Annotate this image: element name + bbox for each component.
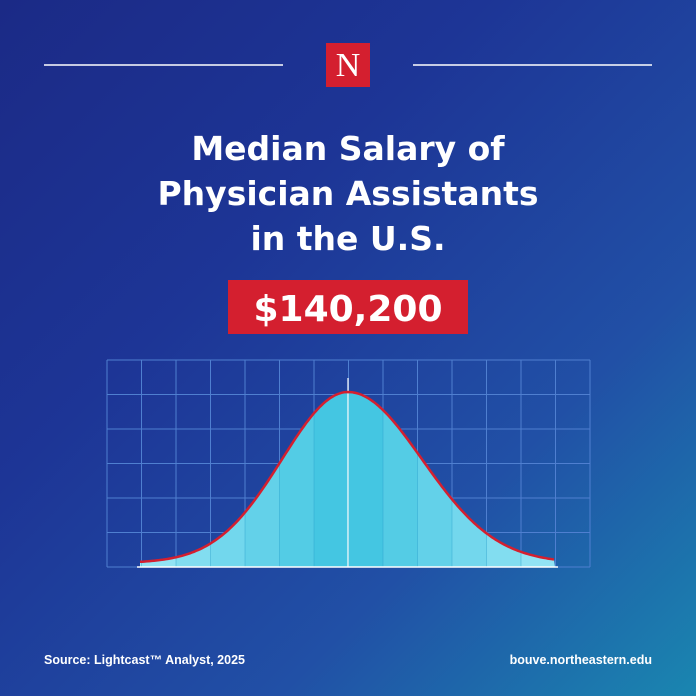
source: Source: Lightcast™ Analyst, 2025	[44, 653, 245, 667]
salary-box	[228, 280, 468, 334]
curve-column	[314, 392, 349, 567]
title-line: in the U.S.	[250, 219, 445, 258]
title-line: Median Salary of	[191, 129, 505, 168]
curve-column	[348, 392, 383, 567]
url: bouve.northeastern.edu	[510, 653, 652, 667]
salary: $140,200	[253, 289, 442, 330]
bell-curve	[139, 390, 555, 564]
logo-box	[326, 43, 370, 87]
logo: N	[336, 47, 361, 84]
title-line: Physician Assistants	[158, 174, 539, 213]
